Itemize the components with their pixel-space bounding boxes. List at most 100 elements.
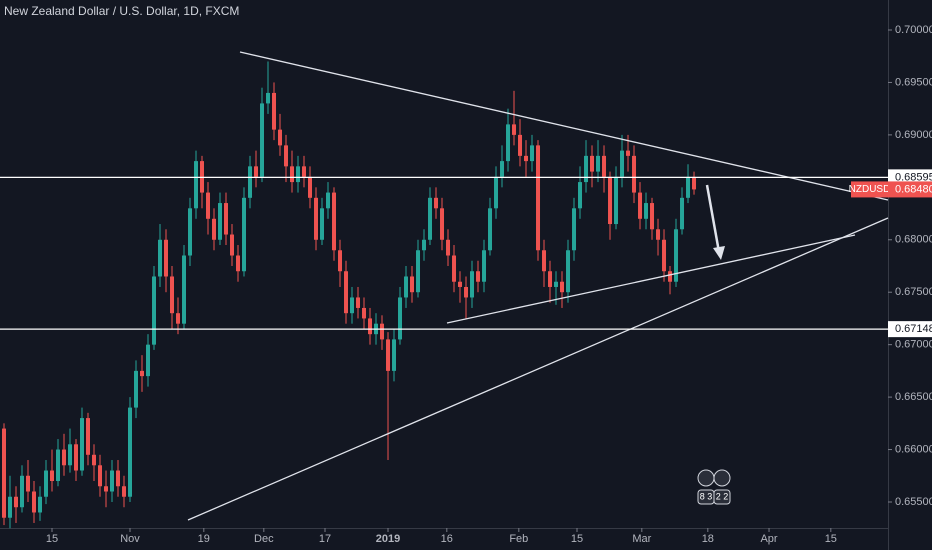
candle-body [662,239,667,272]
candle-body [626,150,631,156]
candle-body [158,239,163,277]
candle-body [92,454,97,466]
candle-body [620,150,625,177]
candle-body [392,339,397,371]
candle-body [152,276,157,345]
y-tick-label: 0.65500 [895,496,932,508]
badge-count: 8 3 [700,491,713,501]
arrow-head [713,246,725,260]
x-tick-label: Mar [632,533,651,545]
candle-body [470,271,475,298]
candle-body [140,370,145,377]
x-tick-label: Dec [254,533,274,545]
candle-body [368,318,373,335]
candle-body [242,197,247,272]
candle-body [302,166,307,177]
candle-body [56,449,61,482]
x-tick-label: Feb [509,533,528,545]
x-tick-label: 16 [441,533,453,545]
candle-body [668,271,673,282]
level-tag [888,321,932,338]
candle-body [386,339,391,371]
y-tick-label: 0.66000 [895,443,932,455]
candle-body [416,250,421,293]
candle-body [248,166,253,198]
candle-body [344,271,349,314]
candle-body [8,496,13,518]
y-tick-label: 0.67000 [895,339,932,351]
level-label: 0.67148 [895,323,932,335]
candle-body [614,176,619,225]
candle-body [230,234,235,256]
x-tick-label: Apr [760,533,777,545]
candle-body [44,470,49,497]
candle-body [638,192,643,219]
candle-body [644,203,649,219]
candle-body [272,92,277,130]
trend-line [239,51,889,201]
candle-body [482,250,487,282]
candle-body [560,281,565,293]
candle-body [362,307,367,319]
x-tick-label: 15 [571,533,583,545]
candle-body [440,208,445,240]
last-price-tag [888,181,932,198]
candle-body [350,297,355,314]
candle-body [104,486,109,492]
candle-body [116,470,121,487]
candle-body [608,176,613,225]
candle-body [182,255,187,324]
candle-body [314,197,319,240]
candle-body [656,229,661,240]
x-tick-label: 19 [198,533,210,545]
candle-body [38,496,43,513]
candle-body [188,208,193,256]
candle-body [500,161,505,177]
candle-body [680,197,685,230]
candle-body [422,239,427,251]
candle-body [14,496,19,508]
candle-body [62,449,67,466]
candle-body [686,176,691,198]
candle-body [506,124,511,162]
y-tick-label: 0.69000 [895,129,932,141]
candle-body [320,208,325,240]
badge-count: 2 2 [716,491,729,501]
x-tick-label: 17 [319,533,331,545]
level-label: 0.68595 [895,171,932,183]
x-tick-label: 18 [702,533,714,545]
candle-body [218,203,223,240]
candle-body [146,344,151,377]
candle-body [236,255,241,272]
candle-body [32,491,37,513]
arrow [705,184,721,253]
x-tick-label: Nov [120,533,140,545]
candle-body [692,176,697,190]
candle-body [98,465,103,487]
candle-body [632,155,637,193]
last-price-label: 0.68480 [895,183,932,195]
x-tick-label: 15 [46,533,58,545]
x-tick-label: 15 [825,533,837,545]
y-tick-label: 0.66500 [895,391,932,403]
candle-body [2,428,7,518]
candle-body [452,255,457,282]
candle-body [530,145,535,162]
candle-body [110,470,115,492]
candle-body [572,208,577,251]
candle-body [284,145,289,167]
candle-body [308,176,313,198]
trend-line [187,217,889,521]
candle-body [380,323,385,340]
candle-body [20,475,25,508]
candle-body [410,276,415,293]
candle-body [590,155,595,172]
candle-body [26,475,31,492]
candle-body [494,176,499,209]
candle-body [50,470,55,482]
candle-body [578,182,583,209]
last-name-tag [851,181,888,198]
candle-body [326,192,331,209]
candle-body [464,286,469,298]
